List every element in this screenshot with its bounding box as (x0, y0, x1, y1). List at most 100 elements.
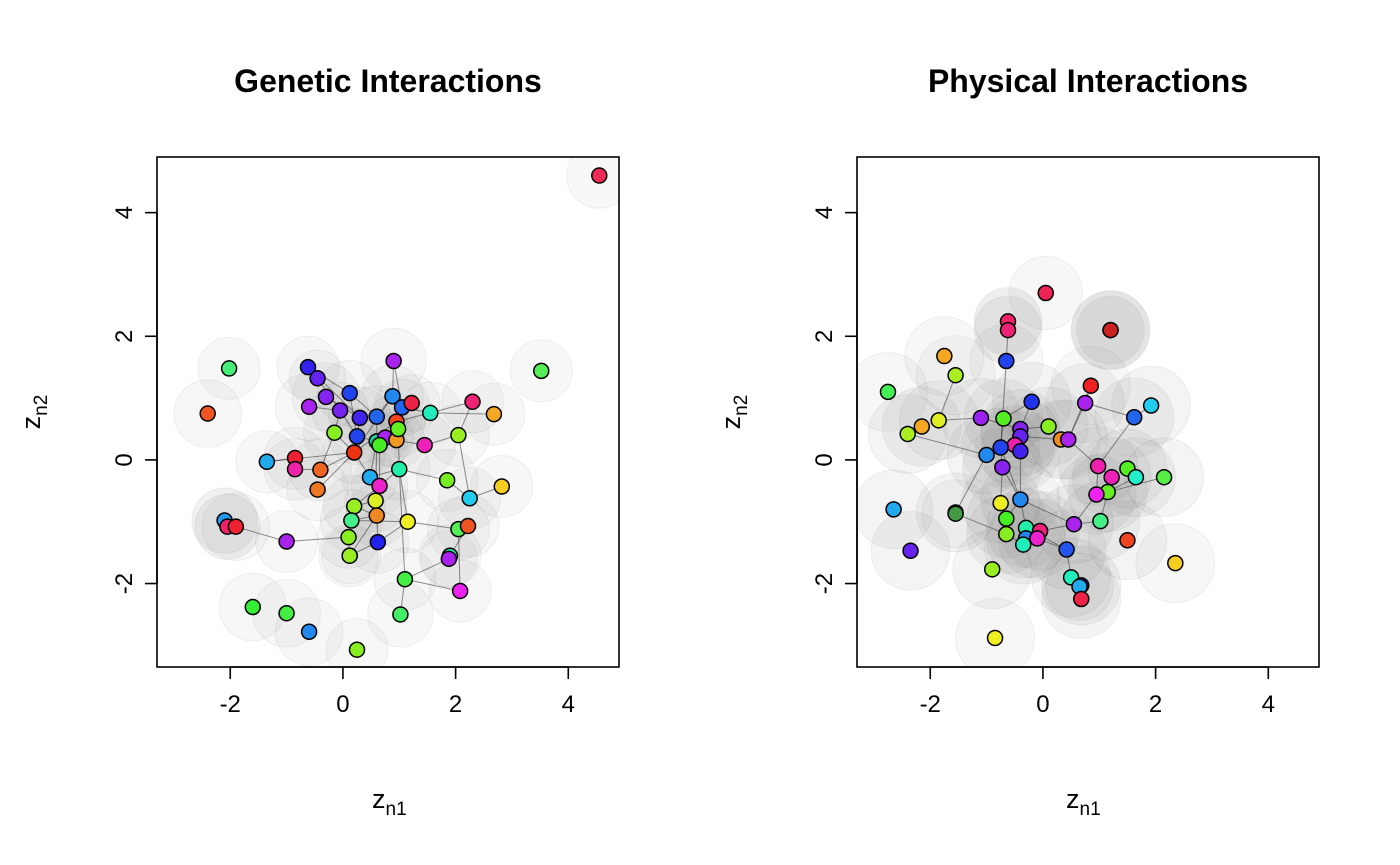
genetic-node (348, 641, 366, 658)
physical-node (972, 409, 990, 427)
genetic-node (591, 167, 608, 184)
genetic-node (278, 533, 295, 550)
physical-y-tick-label: 4 (811, 206, 838, 219)
physical-node (1127, 468, 1145, 486)
genetic-plot-area (173, 157, 619, 667)
physical-node (936, 347, 953, 365)
genetic-edge (398, 469, 409, 522)
genetic-y-axis-label: zn2 (16, 395, 52, 430)
genetic-node (371, 477, 388, 495)
genetic-x-tick-label: -2 (220, 691, 241, 718)
physical-node (995, 410, 1012, 427)
genetic-y-tick-label: 2 (111, 330, 138, 343)
physical-node (998, 510, 1015, 527)
physical-node (1065, 515, 1083, 533)
physical-x-tick-label: -2 (920, 691, 941, 718)
physical-node (1082, 377, 1100, 394)
physical-edge (1000, 447, 1021, 500)
genetic-x-tick-label: 2 (449, 691, 462, 718)
physical-node (1012, 443, 1029, 460)
genetic-node (396, 570, 414, 588)
genetic-node (369, 533, 387, 551)
genetic-node (244, 598, 262, 616)
genetic-x-axis-label-sub: n1 (386, 799, 407, 820)
physical-node (1040, 418, 1057, 435)
genetic-edge (404, 578, 461, 592)
physical-node (992, 494, 1009, 512)
genetic-node (416, 436, 433, 454)
physical-node (885, 501, 902, 518)
genetic-node (392, 606, 409, 623)
genetic-node (399, 513, 416, 530)
genetic-x-axis-label-main: z (372, 784, 386, 814)
physical-node (1103, 468, 1120, 486)
genetic-node (438, 472, 456, 489)
physical-x-tick-label: 2 (1149, 691, 1162, 718)
physical-y-axis: -2 0 2 4 (811, 206, 858, 594)
genetic-node (309, 481, 326, 498)
physical-node (1060, 431, 1077, 448)
genetic-edge (286, 536, 349, 543)
genetic-node (220, 360, 238, 377)
physical-x-tick-label: 0 (1036, 691, 1049, 718)
physical-edge (1097, 416, 1135, 467)
physical-edge (955, 454, 988, 513)
genetic-node (345, 498, 363, 515)
genetic-y-tick-label: 0 (111, 453, 138, 466)
physical-node (899, 425, 916, 443)
physical-node (999, 321, 1017, 339)
genetic-node (331, 402, 349, 419)
physical-node (992, 439, 1009, 456)
physical-node (978, 446, 995, 464)
genetic-node (451, 582, 469, 600)
genetic-node (299, 358, 317, 376)
physical-node (1102, 321, 1119, 339)
genetic-node (340, 528, 357, 546)
physical-node (1088, 486, 1105, 503)
physical-node (879, 383, 897, 401)
physical-node (902, 542, 919, 560)
physical-node (998, 525, 1015, 543)
genetic-node (464, 393, 481, 411)
physical-node (1014, 536, 1032, 553)
genetic-node (532, 362, 550, 380)
physical-node (998, 352, 1015, 370)
physical-plot-area (857, 255, 1216, 667)
physical-node (983, 561, 1001, 578)
genetic-node (300, 623, 318, 641)
physical-y-tick-label: -2 (811, 573, 838, 594)
physical-node (1058, 541, 1075, 558)
genetic-y-axis-label-main: z (16, 416, 46, 430)
genetic-node (326, 424, 343, 441)
genetic-node (384, 387, 401, 405)
physical-x-axis-label-main: z (1066, 784, 1080, 814)
physical-edge (1020, 499, 1075, 525)
genetic-node (300, 398, 318, 415)
physical-node (913, 418, 931, 435)
physical-edge (955, 513, 1007, 535)
genetic-node (343, 512, 360, 529)
physical-y-tick-label: 2 (811, 330, 838, 343)
physical-node (1012, 491, 1029, 508)
genetic-edge (457, 435, 471, 499)
physical-edge (1085, 402, 1135, 418)
genetic-node (227, 518, 245, 535)
physical-y-tick-label: 0 (811, 453, 838, 466)
genetic-halo (566, 157, 619, 209)
physical-node (1029, 530, 1046, 547)
physical-node (1072, 590, 1090, 608)
physical-panel-title: Physical Interactions (928, 63, 1248, 99)
physical-node (1167, 554, 1184, 572)
physical-node (1142, 397, 1160, 414)
physical-y-axis-label-main: z (716, 416, 746, 430)
physical-node (1076, 394, 1094, 412)
physical-node (947, 366, 964, 384)
genetic-y-axis-label-sub: n2 (31, 395, 52, 416)
genetic-node (459, 517, 477, 535)
genetic-edge (235, 526, 287, 542)
genetic-node (440, 550, 458, 568)
physical-node (1023, 393, 1040, 411)
genetic-node (341, 547, 358, 564)
genetic-node (199, 405, 216, 422)
